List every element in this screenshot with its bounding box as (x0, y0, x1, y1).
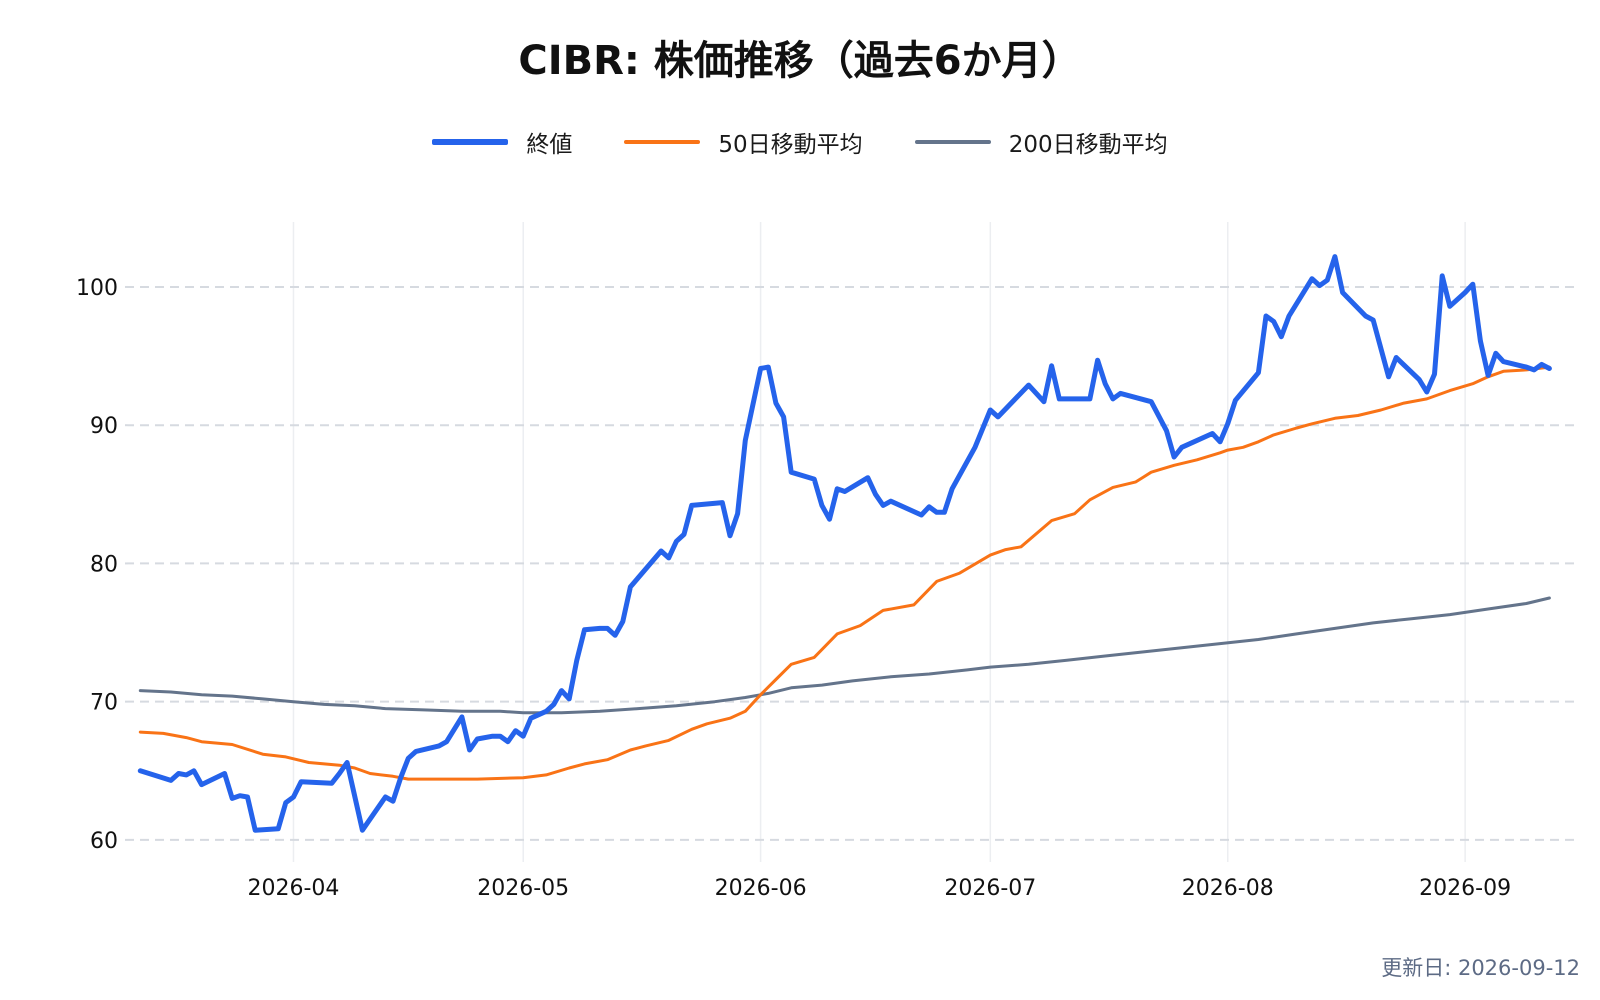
grid-layer (125, 222, 1580, 862)
legend-label-ma50: 50日移動平均 (718, 132, 863, 158)
x-tick-label: 2026-09 (1419, 876, 1511, 901)
series-layer (137, 254, 1552, 833)
legend-swatch-ma50 (624, 140, 701, 144)
legend-item-ma50: 50日移動平均 (624, 125, 863, 159)
tick-layer: 2026-04 2026-05 2026-06 2026-07 2026-08 2026-… (76, 276, 1511, 901)
x-tick-label: 2026-05 (477, 876, 569, 901)
x-tick-label: 2026-08 (1182, 876, 1274, 901)
y-tick-label: 90 (90, 414, 118, 439)
ma200-line (138, 596, 1551, 715)
legend-label-ma200: 200日移動平均 (1008, 132, 1168, 158)
legend-label-close: 終値 (526, 132, 573, 158)
updated-date: 更新日: 2026-09-12 (1381, 956, 1580, 980)
close-price-line (137, 254, 1552, 833)
x-tick-label: 2026-04 (248, 876, 340, 901)
legend-swatch-close (432, 139, 509, 145)
y-tick-label: 100 (76, 276, 118, 301)
legend: 終値 50日移動平均 200日移動平均 (0, 125, 1600, 159)
legend-item-close: 終値 (432, 125, 572, 159)
y-tick-label: 60 (90, 829, 118, 854)
legend-item-ma200: 200日移動平均 (914, 125, 1168, 159)
legend-swatch-ma200 (914, 140, 991, 144)
y-tick-label: 70 (90, 691, 118, 716)
ma50-line (138, 365, 1551, 781)
x-tick-label: 2026-06 (715, 876, 807, 901)
chart-title: CIBR: 株価推移（過去6か月） (518, 38, 1082, 84)
y-tick-label: 80 (90, 552, 118, 577)
x-tick-label: 2026-07 (944, 876, 1036, 901)
